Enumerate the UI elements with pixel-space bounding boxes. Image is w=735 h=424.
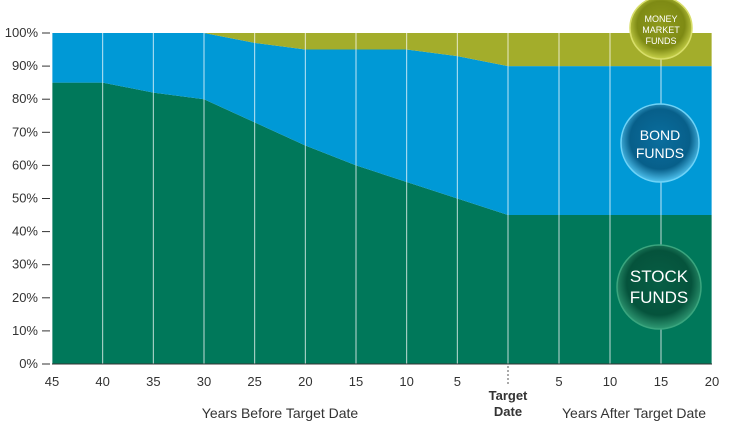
area-stock-funds (52, 82, 712, 365)
y-tick-label: 70% (12, 124, 38, 139)
x-tick-label: 10 (603, 374, 617, 389)
target-date-label-line2: Date (494, 404, 522, 419)
x-tick-label: 20 (705, 374, 719, 389)
x-tick-label: 5 (555, 374, 562, 389)
y-tick-label: 90% (12, 58, 38, 73)
y-tick-label: 60% (12, 157, 38, 172)
money-market-badge-line3: FUNDS (646, 36, 677, 46)
x-tick-label: 45 (45, 374, 59, 389)
bond-funds-badge: BOND FUNDS (620, 103, 700, 183)
area-bond-funds (52, 33, 712, 216)
y-tick-label: 20% (12, 290, 38, 305)
x-axis-ticks: 45 40 35 30 25 20 15 10 5 5 10 15 20 (45, 374, 719, 389)
bond-funds-badge-line2: FUNDS (636, 145, 684, 161)
x-tick-label: 15 (349, 374, 363, 389)
money-market-badge-line1: MONEY (644, 14, 677, 24)
y-tick-label: 100% (5, 25, 39, 40)
x-tick-label: 35 (146, 374, 160, 389)
area-layers (52, 33, 712, 365)
money-market-badge: MONEY MARKET FUNDS (629, 0, 693, 60)
stock-funds-badge: STOCK FUNDS (616, 244, 702, 330)
x-tick-label: 40 (95, 374, 109, 389)
x-tick-label: 15 (654, 374, 668, 389)
area-money-market-funds (52, 33, 712, 67)
x-tick-label: 25 (247, 374, 261, 389)
x-axis-label-before: Years Before Target Date (202, 405, 359, 421)
x-tick-label: 10 (399, 374, 413, 389)
y-tick-label: 0% (19, 356, 38, 371)
stock-funds-badge-line1: STOCK (630, 267, 689, 286)
y-tick-label: 80% (12, 91, 38, 106)
x-axis-label-after: Years After Target Date (562, 405, 706, 421)
y-tick-label: 10% (12, 323, 38, 338)
y-axis-ticks: 0% 10% 20% 30% 40% 50% 60% 70% 80% 90% 100% (5, 25, 50, 371)
x-tick-label: 30 (197, 374, 211, 389)
x-tick-label: 20 (298, 374, 312, 389)
target-date-label-line1: Target (489, 388, 528, 403)
money-market-badge-line2: MARKET (642, 25, 680, 35)
y-tick-label: 30% (12, 257, 38, 272)
y-tick-label: 40% (12, 224, 38, 239)
x-tick-label: 5 (454, 374, 461, 389)
bond-funds-badge-line1: BOND (640, 127, 680, 143)
stock-funds-badge-line2: FUNDS (630, 288, 689, 307)
y-tick-label: 50% (12, 191, 38, 206)
